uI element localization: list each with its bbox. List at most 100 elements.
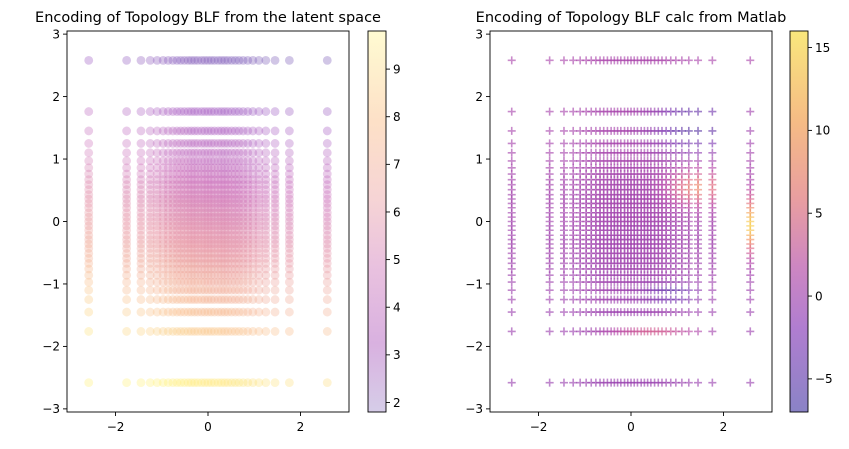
data-point <box>176 208 186 218</box>
data-point <box>220 378 230 388</box>
data-point <box>145 55 155 65</box>
data-point <box>238 55 248 65</box>
data-point <box>190 169 199 179</box>
data-point <box>220 175 230 185</box>
data-point <box>145 175 155 185</box>
data-point <box>238 198 248 208</box>
data-point <box>243 190 253 200</box>
data-point <box>176 258 186 268</box>
data-point <box>238 139 248 148</box>
data-point <box>234 248 244 258</box>
data-point <box>197 180 206 190</box>
data-point <box>684 286 693 295</box>
data-point <box>677 295 686 304</box>
data-point <box>158 148 168 158</box>
data-point <box>284 253 294 263</box>
data-point <box>203 198 213 208</box>
data-point <box>163 163 173 173</box>
data-point <box>210 212 219 222</box>
data-point <box>172 180 182 190</box>
data-point <box>145 248 155 258</box>
data-point <box>223 264 233 274</box>
data-point <box>254 264 264 274</box>
data-point <box>180 378 189 388</box>
data-point <box>708 163 717 172</box>
data-point <box>200 190 210 200</box>
data-point <box>193 169 203 179</box>
data-point <box>197 163 206 173</box>
data-point <box>238 126 248 136</box>
data-point <box>84 126 94 136</box>
data-point <box>210 55 219 65</box>
data-point <box>183 248 193 258</box>
data-point <box>210 185 219 195</box>
data-point <box>200 198 210 208</box>
data-point <box>545 156 554 165</box>
data-point <box>220 107 230 116</box>
chart-1-colorbar-ticks: 2 3 4 5 6 7 8 9 <box>386 62 401 410</box>
data-point <box>152 327 162 336</box>
data-point <box>136 264 146 274</box>
data-point <box>223 217 233 226</box>
data-point <box>227 203 236 213</box>
data-point <box>230 185 240 195</box>
data-point <box>200 235 210 245</box>
data-point <box>322 258 332 268</box>
data-point <box>197 264 206 274</box>
data-point <box>261 243 271 253</box>
data-point <box>234 235 244 245</box>
data-point <box>180 163 189 173</box>
data-point <box>234 198 244 208</box>
data-point <box>183 295 193 304</box>
colorbar-tick-label: 9 <box>393 62 401 76</box>
data-point <box>158 139 168 148</box>
data-point <box>152 270 162 280</box>
data-point <box>206 156 216 166</box>
data-point <box>217 307 226 317</box>
data-point <box>136 212 146 222</box>
data-point <box>152 55 162 65</box>
data-point <box>220 208 230 218</box>
data-point <box>684 156 693 165</box>
data-point <box>84 107 94 116</box>
data-point <box>193 230 203 240</box>
data-point <box>284 277 294 287</box>
data-point <box>197 208 206 218</box>
data-point <box>243 203 253 213</box>
data-point <box>270 243 280 253</box>
data-point <box>322 378 332 388</box>
data-point <box>708 295 717 304</box>
data-point <box>197 243 206 253</box>
data-point <box>163 225 173 235</box>
data-point <box>234 126 244 136</box>
data-point <box>284 126 294 136</box>
y-tick-label: 3 <box>52 27 60 41</box>
data-point <box>270 198 280 208</box>
data-point <box>183 139 193 148</box>
data-point <box>238 264 248 274</box>
data-point <box>190 225 199 235</box>
data-point <box>206 107 216 116</box>
chart-2-x-axis: −2 0 2 <box>530 412 727 434</box>
data-point <box>206 243 216 253</box>
data-point <box>193 194 203 204</box>
data-point <box>172 235 182 245</box>
colorbar-tick-label: 3 <box>393 348 401 362</box>
data-point <box>238 239 248 249</box>
data-point <box>203 258 213 268</box>
data-point <box>248 107 258 116</box>
data-point <box>284 169 294 179</box>
data-point <box>168 248 178 258</box>
data-point <box>569 156 578 165</box>
data-point <box>190 243 199 253</box>
data-point <box>193 327 203 336</box>
data-point <box>261 307 271 317</box>
data-point <box>238 148 248 158</box>
data-point <box>223 163 233 173</box>
data-point <box>145 285 155 295</box>
data-point <box>152 235 162 245</box>
data-point <box>136 190 146 200</box>
data-point <box>172 55 182 65</box>
data-point <box>213 307 223 317</box>
data-point <box>234 180 244 190</box>
